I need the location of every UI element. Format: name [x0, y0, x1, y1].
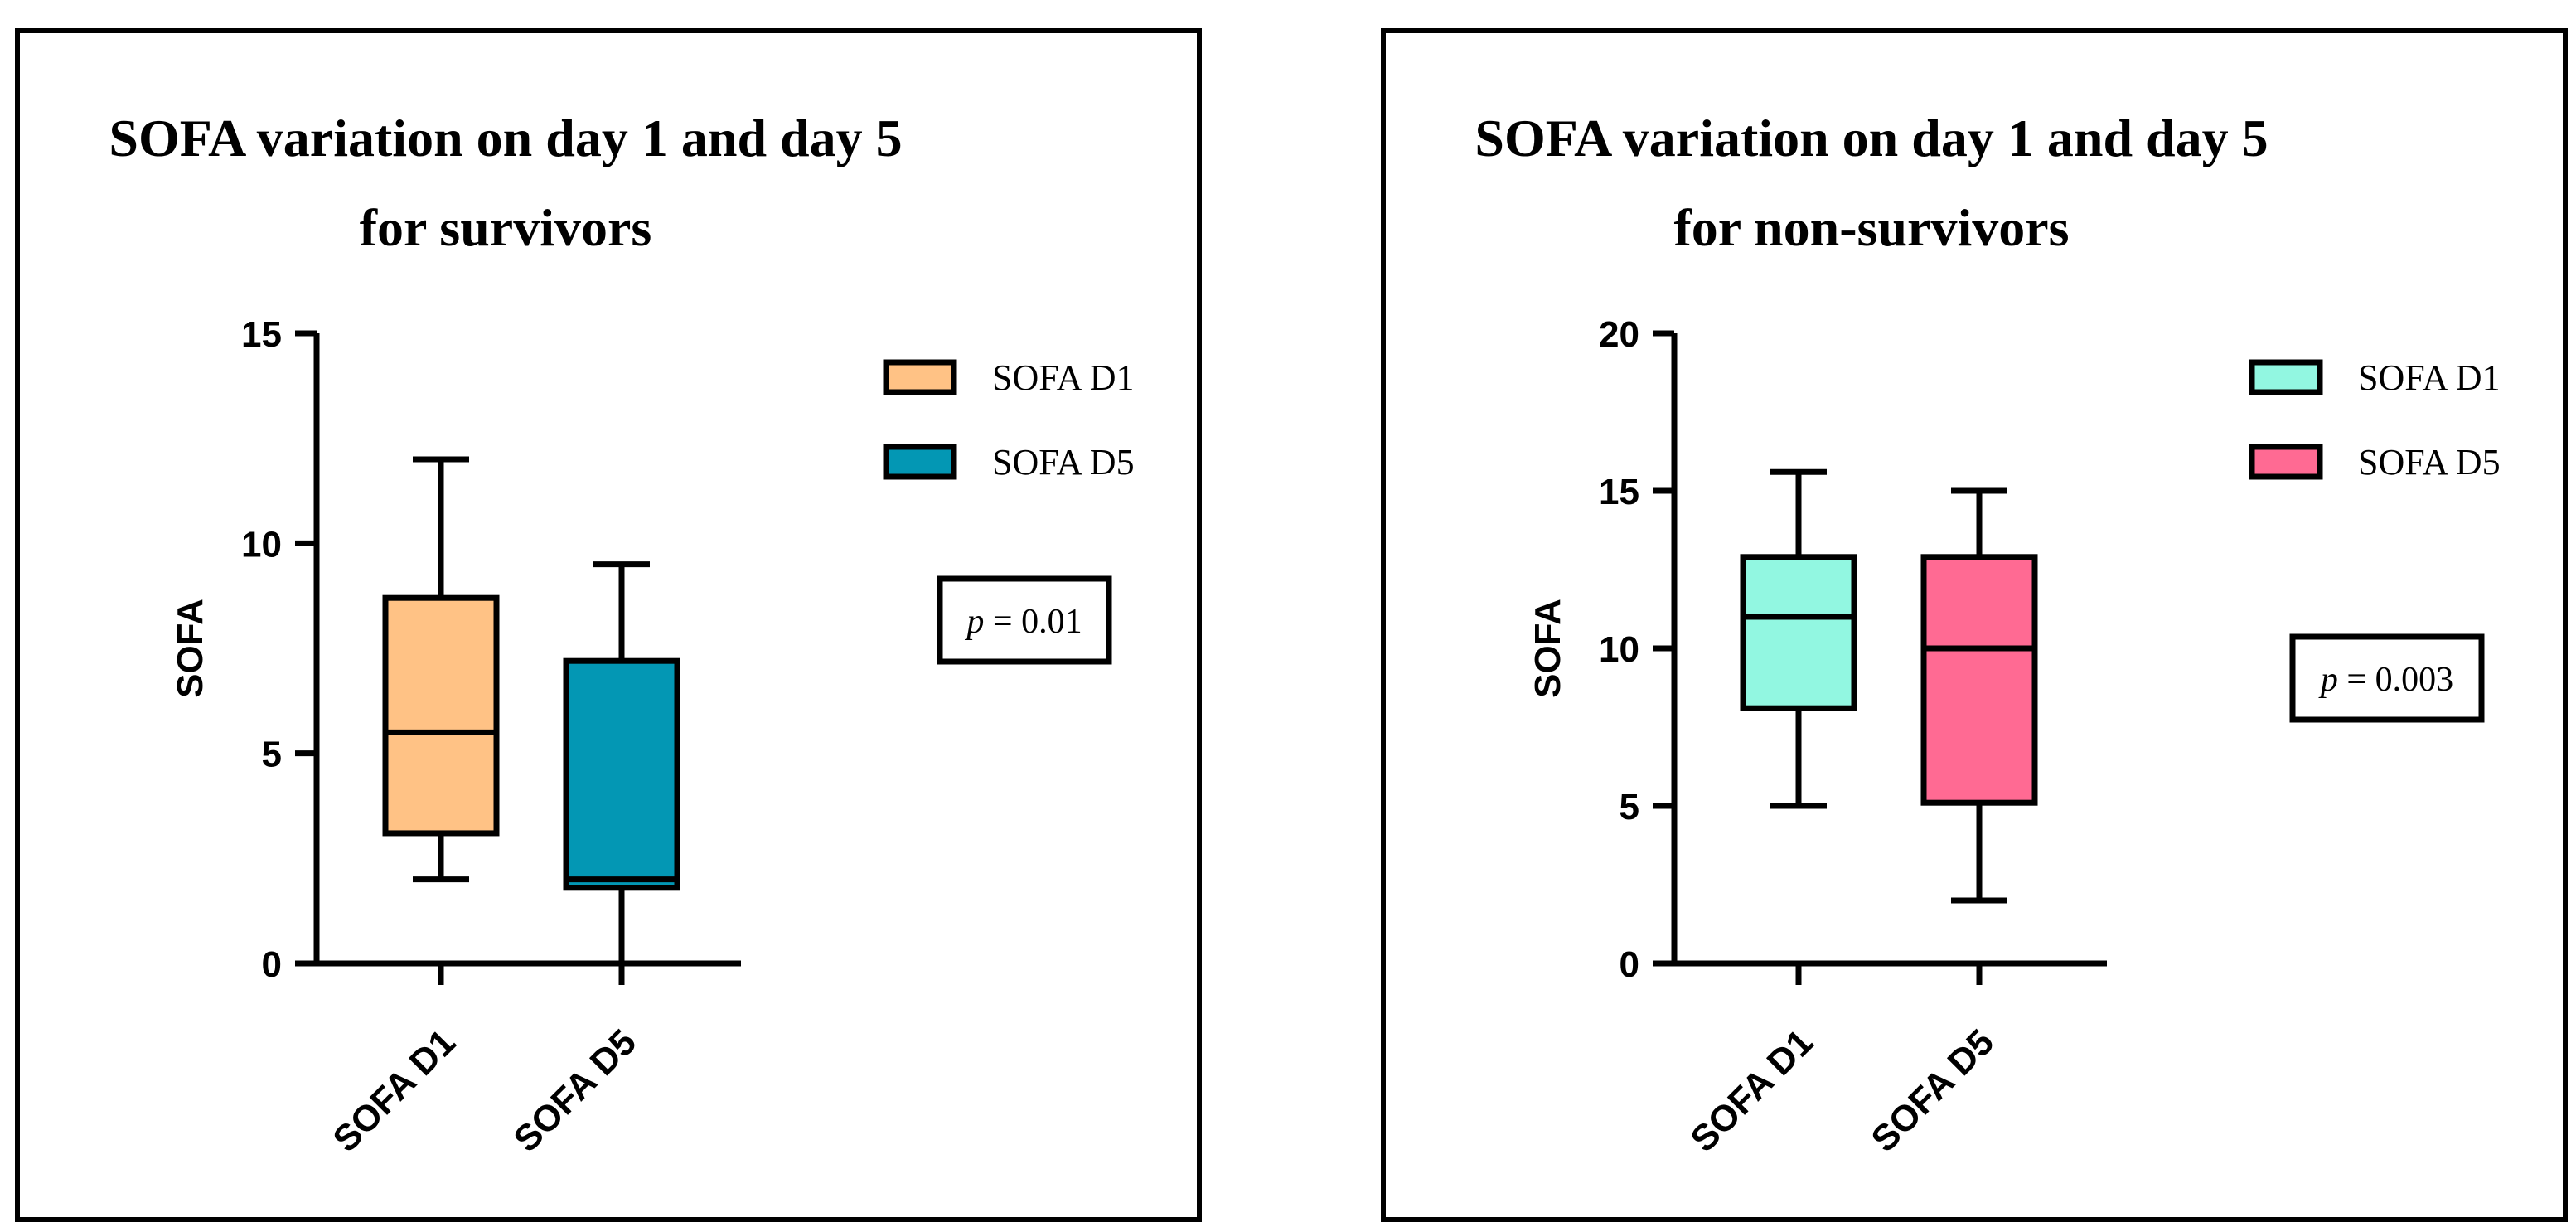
- box-sofa-d1: [382, 594, 500, 837]
- p-value-number: = 0.01: [984, 603, 1082, 641]
- chart-title-line-1: SOFA variation on day 1 and day 5: [109, 109, 902, 167]
- p-value-text: p = 0.01: [964, 603, 1082, 641]
- y-tick-label: 10: [1599, 629, 1639, 670]
- legend-label: SOFA D5: [992, 442, 1135, 483]
- y-tick-label: 0: [262, 944, 282, 985]
- x-tick-label: SOFA D5: [1863, 1021, 2002, 1160]
- legend-label: SOFA D1: [2358, 357, 2501, 398]
- chart-title-line-2: for survivors: [360, 198, 652, 257]
- legend-swatch: [2249, 359, 2323, 395]
- y-tick-label: 10: [241, 524, 282, 565]
- p-value-symbol: p: [964, 603, 984, 641]
- chart-panel-survivors: SOFA variation on day 1 and day 5 for sur…: [15, 28, 1202, 1222]
- x-tick-label: SOFA D1: [325, 1021, 463, 1160]
- legend-swatch: [883, 359, 957, 395]
- box-sofa-d5: [1920, 554, 2038, 806]
- chart-title-line-2: for non-survivors: [1673, 198, 2069, 257]
- legend-swatch: [2249, 444, 2323, 480]
- p-value-box: [937, 575, 1112, 665]
- x-tick-label: SOFA D5: [506, 1021, 644, 1160]
- y-axis-label: SOFA: [1528, 599, 1568, 698]
- chart-non-survivors: SOFA variation on day 1 and day 5 for non…: [1474, 109, 2501, 1160]
- box-sofa-d5: [563, 657, 680, 891]
- p-value-symbol: p: [2318, 661, 2338, 699]
- y-axis-label: SOFA: [170, 599, 211, 698]
- p-value-number: = 0.003: [2338, 661, 2453, 699]
- legend-label: SOFA D5: [2358, 442, 2501, 483]
- y-tick-label: 20: [1599, 314, 1639, 355]
- legend-swatch: [883, 444, 957, 480]
- legend-label: SOFA D1: [992, 357, 1135, 398]
- x-tick-label: SOFA D1: [1683, 1021, 1821, 1160]
- chart-survivors: SOFA variation on day 1 and day 5 for sur…: [109, 109, 1135, 1160]
- chart-panel-non-survivors: SOFA variation on day 1 and day 5 for non…: [1381, 28, 2568, 1222]
- box-sofa-d1: [1740, 554, 1857, 711]
- chart-title-line-1: SOFA variation on day 1 and day 5: [1474, 109, 2268, 167]
- p-value-text: p = 0.003: [2318, 661, 2453, 699]
- y-tick-label: 15: [1599, 472, 1639, 512]
- y-tick-label: 5: [1620, 787, 1639, 827]
- p-value-box: [2289, 633, 2485, 723]
- y-tick-label: 15: [241, 314, 282, 355]
- y-tick-label: 5: [262, 735, 282, 775]
- y-tick-label: 0: [1620, 944, 1639, 985]
